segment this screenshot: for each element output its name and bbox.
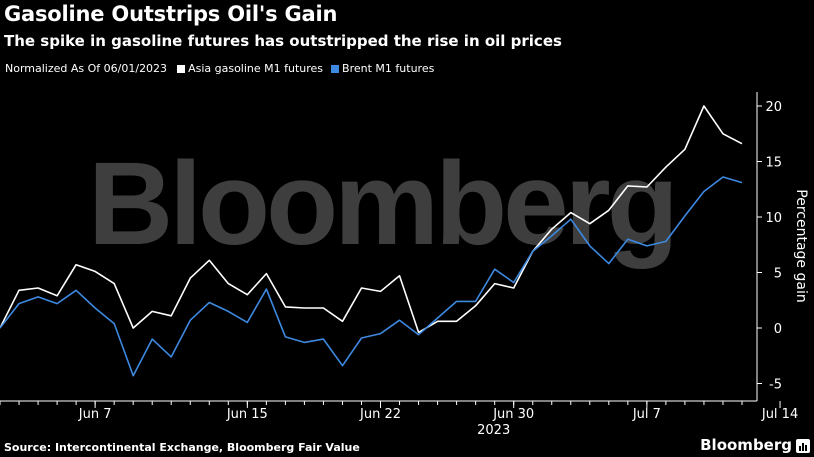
source-note: Source: Intercontinental Exchange, Bloom…: [4, 441, 360, 454]
chart-title: Gasoline Outstrips Oil's Gain: [4, 2, 338, 26]
bloomberg-watermark: Bloomberg: [88, 138, 679, 270]
x-tick-label: Jun 22: [359, 407, 401, 422]
series-line-brent: [0, 176, 743, 377]
legend-swatch-gasoline: [177, 64, 186, 73]
x-tick-label: Jun 7: [78, 407, 112, 422]
legend: Normalized As Of 06/01/2023 Asia gasolin…: [5, 62, 434, 75]
y-axis-title: Percentage gain: [793, 189, 809, 302]
legend-label-brent: Brent M1 futures: [342, 62, 435, 75]
bloomberg-terminal-icon: [796, 439, 810, 453]
legend-label-gasoline: Asia gasoline M1 futures: [188, 62, 324, 75]
y-tick-label: 5: [774, 267, 782, 282]
x-tick-label: Jul 14: [761, 407, 798, 422]
x-tick-label: Jul 7: [632, 407, 661, 422]
legend-normalization-note: Normalized As Of 06/01/2023: [5, 62, 168, 75]
y-tick-label: 0: [774, 322, 782, 337]
x-tick-label: Jun 30: [492, 407, 534, 422]
legend-swatch-brent: [331, 64, 340, 73]
chart-subtitle: The spike in gasoline futures has outstr…: [4, 32, 562, 50]
x-year-label: 2023: [477, 423, 510, 438]
y-tick-label: 20: [765, 100, 782, 115]
series-line-gasoline: [0, 105, 743, 334]
bloomberg-logo-text: Bloomberg: [700, 436, 792, 454]
legend-item-brent: Brent M1 futures: [331, 62, 434, 75]
legend-item-gasoline: Asia gasoline M1 futures: [177, 62, 323, 75]
y-tick-label: 10: [765, 211, 782, 226]
y-tick-label: -5: [769, 378, 782, 393]
x-tick-label: Jun 15: [226, 407, 268, 422]
y-tick-label: 15: [765, 156, 782, 171]
